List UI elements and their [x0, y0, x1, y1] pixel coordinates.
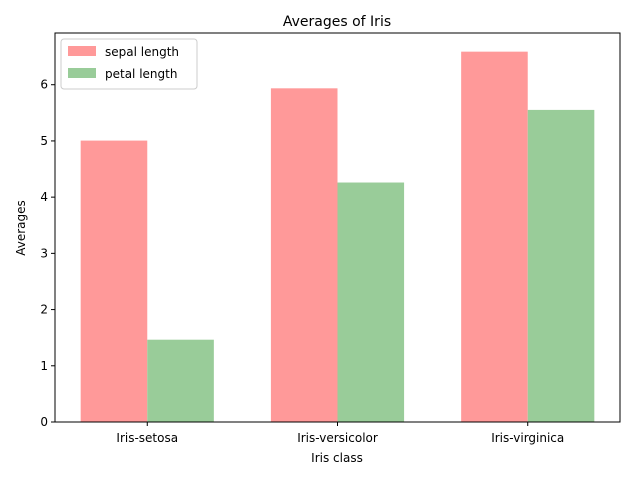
y-tick-label: 5	[40, 134, 48, 148]
y-tick-label: 2	[40, 303, 48, 317]
bars-group	[80, 51, 595, 423]
y-axis-label: Averages	[14, 200, 28, 256]
bar-petal-length-Iris-virginica	[527, 109, 595, 423]
y-tick-label: 3	[40, 246, 48, 260]
x-tick-label: Iris-versicolor	[297, 431, 378, 445]
y-tick-label: 6	[40, 78, 48, 92]
legend-label-sepal-length: sepal length	[105, 45, 179, 59]
y-axis-ticks: 0 1 2 3 4 5 6	[40, 78, 55, 429]
legend: sepal length petal length	[60, 38, 198, 90]
bar-sepal-length-Iris-versicolor	[270, 88, 338, 422]
plot-frame	[54, 32, 621, 423]
bar-petal-length-Iris-versicolor	[337, 182, 405, 422]
bar-petal-length-Iris-setosa	[147, 339, 214, 422]
legend-swatch-petal-length	[68, 68, 96, 78]
x-tick-label: Iris-setosa	[116, 431, 178, 445]
chart-title: Averages of Iris	[283, 14, 391, 30]
legend-label-petal-length: petal length	[105, 67, 177, 81]
x-axis-ticks: Iris-setosa Iris-versicolor Iris-virginica	[116, 422, 564, 445]
bar-sepal-length-Iris-virginica	[461, 51, 528, 423]
x-axis-label: Iris class	[311, 451, 363, 465]
y-tick-label: 0	[40, 415, 48, 429]
x-tick-label: Iris-virginica	[491, 431, 564, 445]
legend-swatch-sepal-length	[68, 46, 96, 56]
y-tick-label: 1	[40, 359, 48, 373]
y-tick-label: 4	[40, 190, 48, 204]
bar-sepal-length-Iris-setosa	[80, 140, 148, 422]
